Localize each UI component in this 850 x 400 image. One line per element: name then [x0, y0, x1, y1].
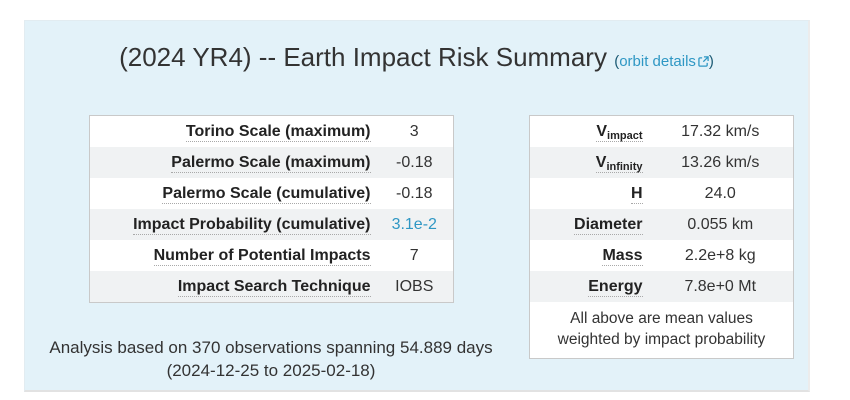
row-value: -0.18 [396, 185, 433, 202]
row-value: 24.0 [704, 185, 736, 202]
risk-summary-column: Torino Scale (maximum) 3 Palermo Scale (… [49, 115, 493, 382]
row-value: 7 [409, 247, 419, 264]
table-footnote-row: All above are mean values weighted by im… [529, 302, 794, 359]
table-row-diameter: Diameter 0.055 km [529, 209, 794, 240]
row-label: Impact Search Technique [177, 278, 371, 297]
table-row-mass: Mass 2.2e+8 kg [530, 240, 794, 271]
row-value: 3 [409, 123, 419, 140]
table-row-num-impacts: Number of Potential Impacts 7 [90, 240, 454, 271]
physical-params-column: Vimpact 17.32 km/s Vinfinity 13.26 km/s … [529, 115, 794, 359]
impact-risk-summary-panel: (2024 YR4) -- Earth Impact Risk Summary … [24, 20, 810, 392]
analysis-note-line2: (2024-12-25 to 2025-02-18) [166, 361, 376, 380]
external-link-icon [698, 56, 709, 67]
orbit-details-label: orbit details [619, 53, 696, 70]
row-label: Palermo Scale (cumulative) [162, 185, 371, 204]
analysis-note: Analysis based on 370 observations spann… [21, 336, 521, 382]
table-row-palermo-cum: Palermo Scale (cumulative) -0.18 [90, 178, 454, 209]
row-value: 17.32 km/s [681, 123, 760, 140]
orbit-details-link[interactable]: orbit details [619, 53, 709, 70]
risk-summary-table: Torino Scale (maximum) 3 Palermo Scale (… [89, 115, 454, 303]
table-row-torino-max: Torino Scale (maximum) 3 [90, 116, 454, 148]
row-label: Impact Probability (cumulative) [133, 216, 371, 235]
row-value: 2.2e+8 kg [684, 247, 756, 264]
content-columns: Torino Scale (maximum) 3 Palermo Scale (… [49, 115, 808, 382]
row-label: Number of Potential Impacts [153, 247, 371, 266]
physical-params-table: Vimpact 17.32 km/s Vinfinity 13.26 km/s … [529, 115, 794, 359]
page-title: (2024 YR4) -- Earth Impact Risk Summary … [25, 41, 808, 78]
row-value: IOBS [395, 278, 434, 295]
row-value: 0.055 km [687, 216, 754, 233]
row-label: Energy [588, 278, 643, 297]
orbit-open-paren: ( [614, 53, 620, 70]
table-row-search-technique: Impact Search Technique IOBS [89, 271, 454, 303]
table-row-v-infinity: Vinfinity 13.26 km/s [529, 147, 794, 178]
orbit-close-paren: ) [708, 53, 714, 70]
row-label: H [630, 185, 643, 204]
table-row-impact-probability: Impact Probability (cumulative) 3.1e-2 [89, 209, 454, 240]
table-row-h-magnitude: H 24.0 [530, 178, 794, 209]
row-value: -0.18 [396, 154, 433, 171]
row-label: Mass [602, 247, 643, 266]
table-row-v-impact: Vimpact 17.32 km/s [530, 116, 794, 148]
analysis-note-line1: Analysis based on 370 observations spann… [49, 338, 493, 357]
row-label: Torino Scale (maximum) [185, 123, 371, 142]
impact-probability-link[interactable]: 3.1e-2 [391, 216, 437, 233]
mean-values-footnote: All above are mean values weighted by im… [529, 302, 794, 359]
table-row-palermo-max: Palermo Scale (maximum) -0.18 [89, 147, 454, 178]
table-row-energy: Energy 7.8e+0 Mt [529, 271, 794, 302]
row-value: 7.8e+0 Mt [684, 278, 757, 295]
row-label: Palermo Scale (maximum) [171, 154, 371, 173]
row-label: Vimpact [596, 123, 643, 142]
orbit-details: (orbit details) [614, 53, 714, 70]
row-label: Vinfinity [595, 154, 643, 173]
row-label: Diameter [574, 216, 643, 235]
row-value: 13.26 km/s [681, 154, 760, 171]
object-title: (2024 YR4) -- Earth Impact Risk Summary [119, 42, 607, 72]
